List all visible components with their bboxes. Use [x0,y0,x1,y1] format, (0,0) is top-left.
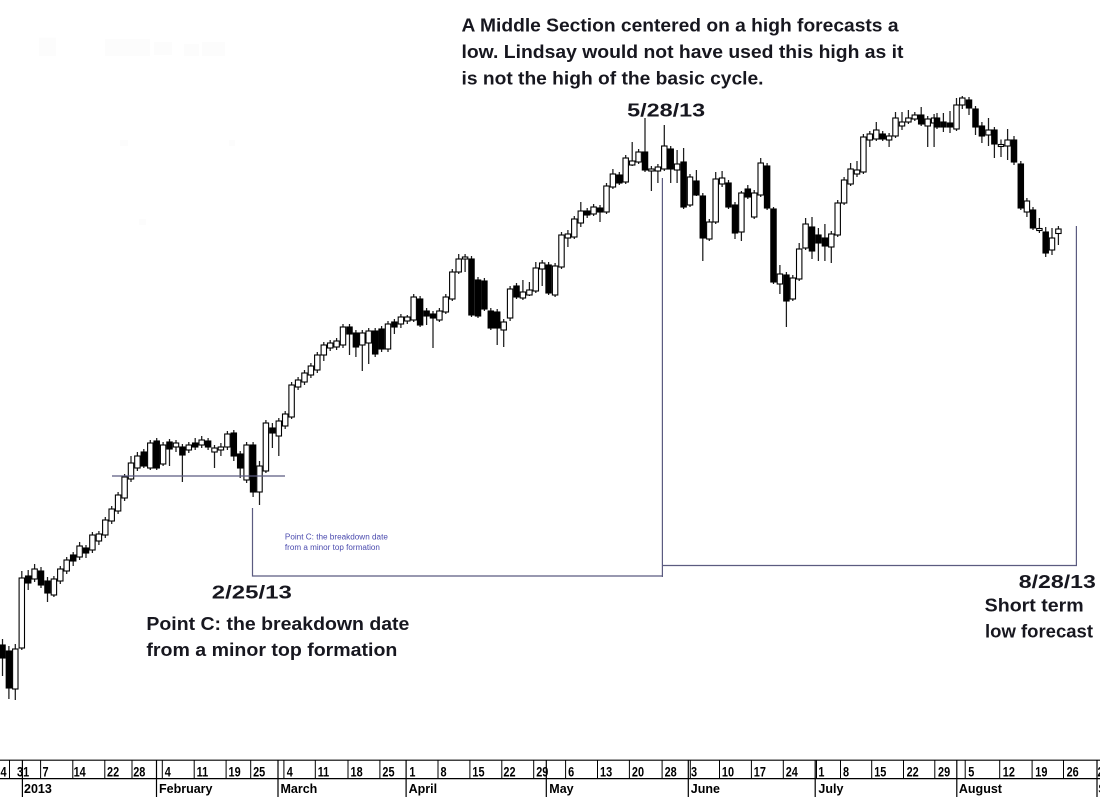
svg-text:is not the high of the basic c: is not the high of the basic cycle. [462,69,764,89]
svg-text:22: 22 [907,764,919,780]
svg-text:5/28/13: 5/28/13 [627,101,705,121]
svg-text:29: 29 [536,764,548,780]
svg-text:from a minor top formation: from a minor top formation [285,543,380,552]
svg-text:February: February [159,782,213,796]
svg-text:29: 29 [938,764,950,780]
svg-text:18: 18 [351,764,363,780]
svg-text:May: May [549,782,573,796]
svg-text:19: 19 [1035,764,1047,780]
svg-text:22: 22 [503,764,515,780]
svg-text:11: 11 [318,764,330,780]
svg-text:24: 24 [786,764,798,780]
svg-text:low forecast: low forecast [985,622,1093,642]
svg-text:Point C: the breakdown date: Point C: the breakdown date [146,614,409,634]
svg-text:25: 25 [382,764,394,780]
svg-text:28: 28 [133,764,145,780]
svg-text:10: 10 [722,764,734,780]
svg-text:14: 14 [74,764,86,780]
svg-text:15: 15 [874,764,886,780]
svg-text:A Middle Section centered on a: A Middle Section centered on a high fore… [462,16,900,36]
svg-text:Point C: the breakdown date: Point C: the breakdown date [285,533,389,542]
svg-text:13: 13 [600,764,612,780]
svg-text:1: 1 [818,764,824,780]
svg-text:2/25/13: 2/25/13 [212,583,292,603]
svg-text:3: 3 [691,764,697,780]
svg-text:22: 22 [107,764,119,780]
svg-text:July: July [818,782,843,796]
svg-text:2: 2 [1098,764,1100,780]
svg-text:8/28/13: 8/28/13 [1019,572,1096,592]
svg-text:Short term: Short term [985,596,1084,616]
svg-text:26: 26 [1067,764,1079,780]
svg-text:March: March [281,782,318,796]
svg-text:8: 8 [441,764,447,780]
svg-text:4: 4 [165,764,171,780]
svg-text:20: 20 [632,764,644,780]
svg-text:2013: 2013 [24,782,52,796]
svg-text:1: 1 [409,764,415,780]
svg-text:low. Lindsay would not have us: low. Lindsay would not have used this hi… [462,42,904,62]
svg-text:7: 7 [43,764,49,780]
svg-text:25: 25 [253,764,265,780]
svg-text:S: S [1098,782,1100,796]
svg-text:12: 12 [1003,764,1015,780]
svg-text:17: 17 [754,764,766,780]
svg-text:April: April [409,782,437,796]
svg-text:4: 4 [1,764,7,780]
svg-text:August: August [959,782,1003,796]
svg-text:31: 31 [17,764,29,780]
svg-text:15: 15 [472,764,484,780]
svg-text:6: 6 [568,764,574,780]
svg-text:19: 19 [229,764,241,780]
svg-text:8: 8 [843,764,849,780]
svg-text:11: 11 [197,764,209,780]
svg-text:5: 5 [968,764,974,780]
svg-text:June: June [691,782,720,796]
svg-text:4: 4 [287,764,293,780]
svg-text:28: 28 [665,764,677,780]
svg-text:from a minor top formation: from a minor top formation [146,640,397,660]
